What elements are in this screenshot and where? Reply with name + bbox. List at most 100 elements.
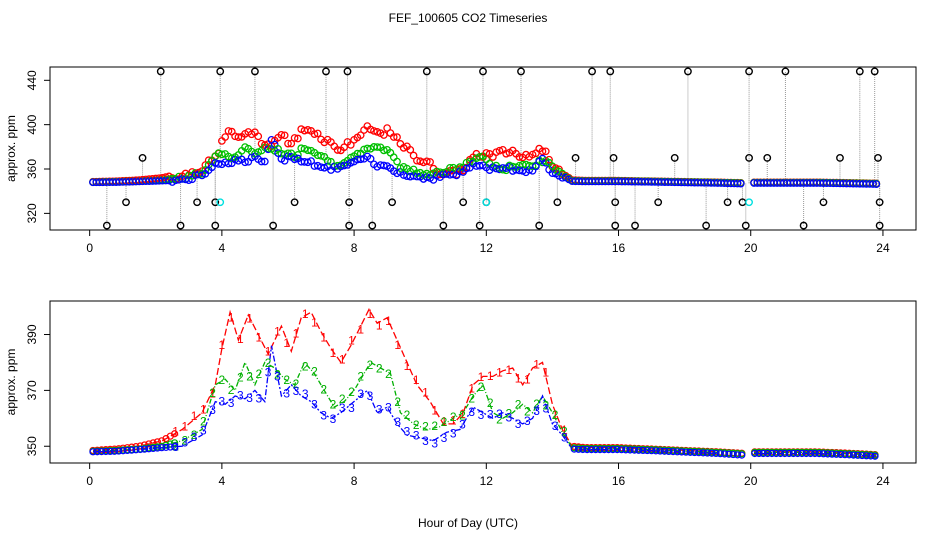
raw-outlier-point: [475, 221, 484, 230]
series-2-point: [379, 146, 388, 155]
raw-outlier-point: [654, 198, 663, 207]
series-3-point: [613, 445, 621, 454]
x-tick-label: 0: [86, 474, 93, 488]
raw-outlier-point: [368, 221, 377, 230]
series-3-symbol: 3: [265, 365, 272, 379]
series-2-symbol: 2: [302, 359, 309, 373]
series-2-symbol: 2: [542, 399, 549, 413]
series-3-point: [738, 451, 746, 459]
series-2-symbol: 2: [228, 383, 235, 397]
series-1-point: [221, 133, 230, 141]
y-tick-label: 370: [25, 380, 39, 400]
raw-outlier-point: [517, 67, 525, 76]
series-2-point: [317, 151, 325, 160]
series-3-point: [626, 446, 634, 454]
series-3-point: [158, 444, 166, 452]
series-3-point: [583, 445, 591, 454]
series-1-symbol: 1: [515, 372, 522, 386]
series-3-symbol: 3: [219, 394, 226, 408]
series-3-point: [119, 447, 127, 455]
raw-outlier-point: [631, 221, 639, 230]
series-3-point: [241, 158, 249, 167]
x-tick-label: 0: [86, 241, 93, 255]
series-2-symbol: 2: [515, 398, 522, 412]
series-3-point: [643, 446, 651, 455]
raw-outlier-point: [606, 67, 615, 76]
series-3-symbol: 3: [487, 408, 494, 422]
series-1-symbol: 1: [228, 311, 235, 325]
raw-outlier-point: [875, 198, 884, 207]
series-3-symbol: 3: [505, 411, 512, 425]
raw-outlier-point: [588, 67, 596, 76]
series-3-point: [716, 450, 724, 458]
series-2-symbol: 2: [459, 409, 466, 423]
series-3-point: [97, 448, 106, 456]
series-1-point: [389, 133, 398, 141]
series-1-point: [204, 156, 213, 165]
series-3-point: [763, 449, 772, 458]
series-3-point: [736, 179, 745, 188]
series-3-point: [570, 445, 578, 453]
series-1-point: [406, 145, 415, 154]
series-3-point: [841, 451, 849, 459]
series-2-symbol: 2: [172, 439, 179, 453]
series-3-point: [140, 445, 149, 453]
raw-outlier-point: [102, 221, 111, 230]
series-3-point: [768, 449, 776, 458]
series-2-symbol: 2: [431, 419, 438, 433]
series-3-point: [652, 447, 660, 455]
series-1-point: [545, 155, 553, 164]
series-2-symbol: 2: [468, 391, 475, 405]
series-1-symbol: 1: [209, 387, 216, 401]
series-2-point: [323, 157, 332, 165]
raw-outlier-point: [345, 198, 354, 207]
series-3-point: [837, 450, 845, 459]
raw-outlier-point: [439, 221, 448, 230]
series-3-symbol: 3: [237, 388, 244, 402]
x-tick-label: 24: [876, 241, 890, 255]
series-2-symbol: 2: [339, 392, 346, 406]
series-1-symbol: 1: [302, 307, 309, 321]
y-tick-label: 350: [25, 436, 39, 456]
series-3-symbol: 3: [496, 407, 503, 421]
raw-outlier-point: [290, 198, 299, 207]
series-3-point: [639, 446, 647, 455]
series-3-symbol: 3: [515, 417, 522, 431]
series-3-point: [366, 154, 375, 163]
series-3-point: [725, 450, 733, 458]
raw-outlier-point: [156, 67, 165, 76]
series-1-symbol: 1: [237, 332, 244, 346]
series-2-point: [393, 157, 401, 166]
series-3-point: [802, 449, 810, 458]
series-3-point: [145, 445, 153, 453]
series-2-point: [373, 143, 382, 151]
raw-outlier-point: [216, 67, 225, 76]
series-1-symbol: 1: [256, 330, 263, 344]
plot-frame: [49, 66, 917, 231]
raw-outlier-point: [875, 221, 884, 230]
series-3-point: [811, 449, 819, 458]
series-1-symbol: 1: [459, 407, 466, 421]
series-1-symbol: 1: [385, 314, 392, 328]
series-3-symbol: 3: [182, 435, 189, 449]
series-1-point: [333, 146, 342, 154]
raw-outlier-point: [836, 154, 844, 162]
series-2-symbol: 2: [200, 415, 207, 429]
series-1-point: [502, 149, 510, 158]
series-3-symbol: 3: [348, 401, 355, 415]
series-3-symbol: 3: [172, 440, 179, 454]
series-1-symbol: 1: [394, 338, 401, 352]
series-3-point: [106, 447, 114, 456]
series-1-symbol: 1: [320, 331, 327, 345]
x-tick-label: 8: [351, 241, 358, 255]
series-1-point: [393, 133, 401, 141]
series-1-point: [145, 440, 153, 448]
series-1-point: [294, 134, 302, 143]
series-2-symbol: 2: [209, 386, 216, 400]
series-3-point: [379, 161, 388, 170]
x-tick-label: 16: [612, 241, 626, 255]
series-2-symbol: 2: [561, 425, 568, 439]
raw-outlier-point: [479, 67, 487, 76]
raw-outlier-point: [819, 198, 828, 207]
raw-outlier-point: [609, 154, 618, 162]
